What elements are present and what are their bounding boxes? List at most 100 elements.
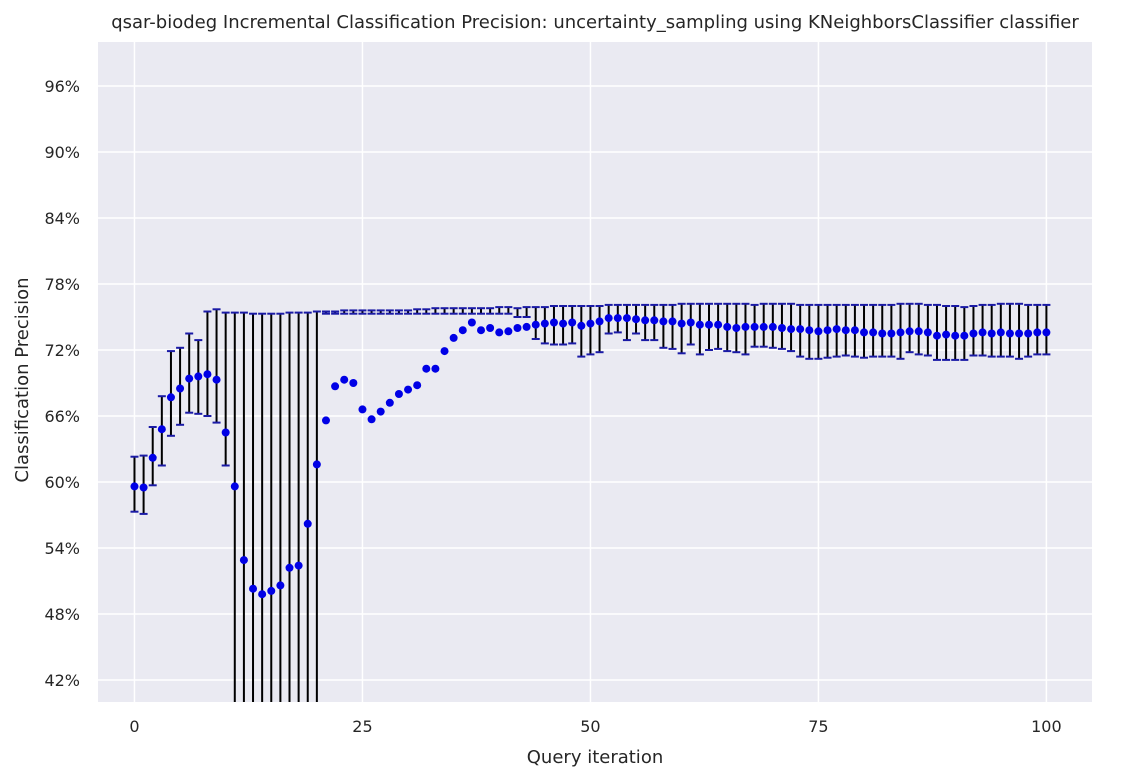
data-point bbox=[860, 328, 869, 337]
data-point bbox=[932, 331, 941, 340]
data-point bbox=[723, 322, 732, 331]
data-point bbox=[221, 428, 230, 437]
data-point bbox=[467, 318, 476, 327]
data-point bbox=[741, 322, 750, 331]
data-point bbox=[413, 381, 422, 390]
data-points bbox=[130, 314, 1051, 599]
x-tick-label: 0 bbox=[129, 717, 139, 736]
data-point bbox=[650, 316, 659, 325]
y-tick-label: 54% bbox=[44, 539, 80, 558]
data-point bbox=[303, 519, 312, 528]
data-point bbox=[996, 328, 1005, 337]
data-point bbox=[805, 326, 814, 335]
data-point bbox=[686, 318, 695, 327]
data-point bbox=[1033, 328, 1042, 337]
data-point bbox=[394, 390, 403, 398]
data-point bbox=[914, 327, 923, 336]
data-point bbox=[978, 328, 987, 337]
data-point bbox=[869, 328, 878, 337]
data-point bbox=[139, 483, 148, 492]
data-point bbox=[896, 328, 905, 337]
data-point bbox=[586, 319, 595, 328]
data-point bbox=[504, 327, 513, 336]
data-point bbox=[787, 325, 796, 334]
data-point bbox=[878, 329, 887, 338]
data-point bbox=[258, 590, 267, 599]
y-tick-label: 42% bbox=[44, 671, 80, 690]
data-point bbox=[951, 331, 960, 340]
data-point bbox=[759, 322, 768, 331]
grid bbox=[98, 42, 1092, 702]
data-point bbox=[495, 328, 504, 337]
y-tick-label: 60% bbox=[44, 473, 80, 492]
data-point bbox=[358, 405, 367, 414]
data-point bbox=[887, 329, 896, 338]
data-point bbox=[559, 319, 568, 328]
data-point bbox=[385, 398, 394, 407]
data-point bbox=[349, 379, 358, 387]
y-tick-labels: 42% 48% 54% 60% 66% 72% 78% 84% 90% 96% bbox=[44, 77, 80, 690]
y-tick-label: 66% bbox=[44, 407, 80, 426]
data-point bbox=[540, 319, 549, 328]
data-point bbox=[230, 482, 239, 491]
data-point bbox=[750, 322, 759, 331]
data-point bbox=[367, 415, 376, 424]
data-point bbox=[704, 320, 713, 329]
data-point bbox=[276, 581, 285, 590]
data-point bbox=[659, 317, 668, 326]
data-point bbox=[513, 324, 522, 332]
data-point bbox=[613, 314, 622, 323]
data-point bbox=[568, 318, 577, 327]
data-point bbox=[267, 586, 276, 595]
data-point bbox=[449, 333, 458, 342]
data-point bbox=[285, 563, 294, 572]
data-point bbox=[212, 375, 221, 384]
data-point bbox=[194, 372, 203, 381]
data-point bbox=[549, 318, 558, 327]
data-point bbox=[166, 393, 175, 402]
data-point bbox=[312, 460, 321, 469]
data-point bbox=[458, 326, 467, 335]
data-point bbox=[404, 385, 413, 394]
data-point bbox=[185, 374, 194, 383]
data-point bbox=[732, 324, 741, 332]
y-tick-label: 72% bbox=[44, 341, 80, 360]
data-point bbox=[1015, 329, 1024, 338]
data-point bbox=[1005, 329, 1014, 338]
data-point bbox=[823, 326, 832, 335]
data-point bbox=[777, 324, 786, 332]
data-point bbox=[440, 347, 449, 356]
x-tick-labels: 0 25 50 75 100 bbox=[129, 717, 1061, 736]
data-point bbox=[1024, 329, 1033, 338]
data-point bbox=[376, 407, 385, 416]
data-point bbox=[294, 561, 303, 570]
data-point bbox=[905, 327, 914, 336]
data-point bbox=[477, 326, 486, 335]
x-tick-label: 75 bbox=[808, 717, 828, 736]
x-tick-label: 50 bbox=[580, 717, 600, 736]
y-tick-label: 96% bbox=[44, 77, 80, 96]
data-point bbox=[695, 320, 704, 329]
x-axis-label: Query iteration bbox=[527, 747, 663, 768]
data-point bbox=[796, 325, 805, 334]
data-point bbox=[987, 329, 996, 338]
data-point bbox=[249, 584, 258, 593]
data-point bbox=[595, 317, 604, 326]
y-tick-label: 90% bbox=[44, 143, 80, 162]
data-point bbox=[969, 329, 978, 338]
x-tick-label: 25 bbox=[352, 717, 372, 736]
data-point bbox=[431, 364, 440, 373]
data-point bbox=[1042, 328, 1051, 337]
data-point bbox=[340, 375, 349, 384]
data-point bbox=[148, 453, 157, 462]
data-point bbox=[486, 324, 495, 332]
data-point bbox=[632, 315, 641, 324]
chart-title: qsar-biodeg Incremental Classification P… bbox=[111, 12, 1079, 33]
data-point bbox=[130, 482, 139, 491]
data-point bbox=[677, 319, 686, 328]
data-point bbox=[522, 322, 531, 331]
data-point bbox=[176, 384, 185, 393]
data-point bbox=[641, 316, 650, 325]
data-point bbox=[960, 331, 969, 340]
